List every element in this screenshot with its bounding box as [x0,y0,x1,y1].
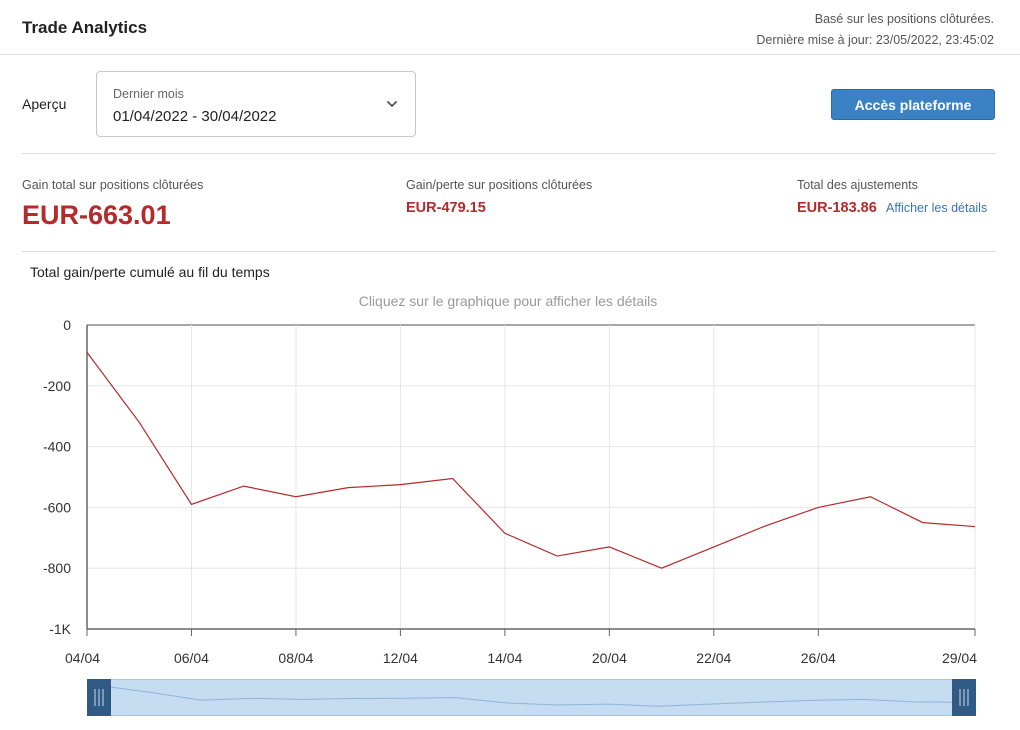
basis-note: Basé sur les positions clôturées. [814,12,994,26]
total-gain-value: EUR-663.01 [22,200,171,230]
y-tick-label: -400 [43,439,71,455]
navigator-series [98,685,965,707]
x-tick-label: 29/04 [942,650,977,666]
period-select[interactable]: Dernier mois 01/04/2022 - 30/04/2022 [96,71,416,137]
app-title: Trade Analytics [22,18,148,37]
divider [22,251,996,252]
chart-title: Total gain/perte cumulé au fil du temps [30,264,270,280]
y-tick-label: 0 [63,317,71,333]
y-tick-label: -1K [49,621,71,637]
x-tick-label: 06/04 [174,650,209,666]
show-details-link[interactable]: Afficher les détails [886,201,988,215]
header: Trade Analytics Basé sur les positions c… [0,0,1020,55]
total-gain-label: Gain total sur positions clôturées [22,178,204,192]
closed-gain-value: EUR-479.15 [406,200,486,216]
overview-label: Aperçu [22,96,67,112]
y-tick-label: -600 [43,499,71,515]
navigator-range[interactable] [87,679,976,716]
header-meta: Basé sur les positions clôturées. Derniè… [756,9,994,51]
x-tick-label: 12/04 [383,650,418,666]
closed-gain-label: Gain/perte sur positions clôturées [406,178,593,192]
x-tick-label: 14/04 [487,650,522,666]
period-name: Dernier mois [113,87,184,101]
last-update: Dernière mise à jour: 23/05/2022, 23:45:… [756,33,994,47]
cumulative-pnl-chart[interactable]: 0 -200 -400 -600 -800 -1K 04/04 06/04 08/04 12/04… [0,310,1020,670]
period-range: 01/04/2022 - 30/04/2022 [113,108,277,125]
adjustments-label: Total des ajustements [797,178,918,192]
y-tick-label: -800 [43,560,71,576]
divider [22,153,996,154]
chart-hint: Cliquez sur le graphique pour afficher l… [358,293,658,309]
series-line [86,352,976,569]
chart-navigator[interactable] [87,679,976,716]
x-tick-label: 22/04 [696,650,731,666]
chevron-down-icon [387,101,397,107]
x-tick-label: 20/04 [592,650,627,666]
y-tick-label: -200 [43,378,71,394]
x-tick-label: 04/04 [65,650,100,666]
x-tick-label: 08/04 [278,650,313,666]
x-tick-label: 26/04 [801,650,836,666]
adjustments-value: EUR-183.86 [797,200,877,216]
platform-access-button[interactable]: Accès plateforme [831,89,995,120]
